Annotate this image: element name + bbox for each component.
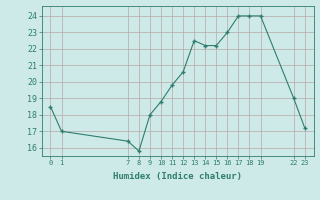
X-axis label: Humidex (Indice chaleur): Humidex (Indice chaleur): [113, 172, 242, 181]
